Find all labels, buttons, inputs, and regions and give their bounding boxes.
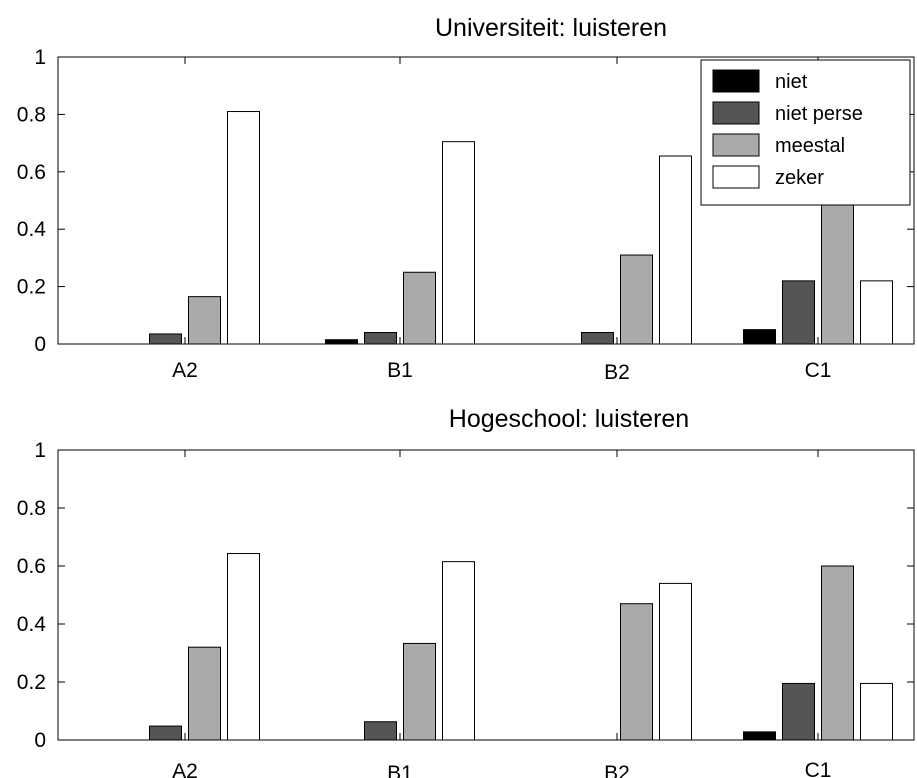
legend-swatch-niet-perse xyxy=(712,101,760,125)
bar-hogeschool-b1-zeker xyxy=(442,561,475,741)
bar-universiteit-b1-zeker xyxy=(442,141,475,345)
y-tick-label-hogeschool-1: 0.2 xyxy=(17,671,46,694)
y-axis-hogeschool: 0 0.2 0.4 0.6 0.8 1 xyxy=(17,439,914,752)
bar-universiteit-b2-meestal xyxy=(620,254,653,345)
x-axis-universiteit: A2 B1 B2 C1 xyxy=(172,57,831,384)
bar-universiteit-a2-niet-perse xyxy=(149,333,182,345)
bar-universiteit-b2-niet-perse xyxy=(581,332,614,345)
bar-hogeschool-a2-niet-perse xyxy=(149,725,182,741)
plot-frame-hogeschool xyxy=(57,449,915,741)
y-tick-label-universiteit-2: 0.4 xyxy=(17,218,47,241)
bar-universiteit-c1-niet xyxy=(743,329,776,345)
bar-universiteit-b1-niet-perse xyxy=(364,332,397,345)
bar-universiteit-b2-zeker xyxy=(659,155,692,345)
legend-label-niet-perse: niet perse xyxy=(775,103,863,125)
bar-universiteit-b1-niet xyxy=(325,339,358,345)
bar-hogeschool-a2-meestal xyxy=(188,646,221,741)
legend-swatch-niet xyxy=(712,69,760,93)
x-tick-label-universiteit-b1: B1 xyxy=(387,359,413,382)
chart-title-hogeschool: Hogeschool: luisteren xyxy=(449,405,689,433)
chart-title-universiteit: Universiteit: luisteren xyxy=(435,14,667,42)
y-tick-label-hogeschool-5: 1 xyxy=(34,439,46,462)
bar-hogeschool-b1-meestal xyxy=(403,642,436,741)
y-tick-label-hogeschool-0: 0 xyxy=(34,729,46,752)
x-tick-label-hogeschool-c1: C1 xyxy=(805,759,832,778)
y-tick-label-universiteit-1: 0.2 xyxy=(17,276,46,299)
legend-label-meestal: meestal xyxy=(775,135,845,157)
y-tick-label-universiteit-0: 0 xyxy=(34,333,46,356)
y-tick-label-hogeschool-2: 0.4 xyxy=(17,613,47,636)
bar-hogeschool-c1-meestal xyxy=(821,565,854,741)
bar-hogeschool-c1-zeker xyxy=(860,682,893,741)
bars-hogeschool xyxy=(149,553,893,741)
y-tick-label-hogeschool-4: 0.8 xyxy=(17,497,46,520)
bar-hogeschool-b2-meestal xyxy=(620,603,653,741)
bar-hogeschool-b1-niet-perse xyxy=(364,721,397,741)
bar-hogeschool-a2-zeker xyxy=(227,553,260,741)
legend-label-niet: niet xyxy=(775,71,808,93)
y-tick-label-universiteit-5: 1 xyxy=(34,46,46,69)
bar-universiteit-a2-zeker xyxy=(227,111,260,345)
bar-hogeschool-b2-zeker xyxy=(659,582,692,741)
bars-universiteit xyxy=(149,111,893,345)
bar-universiteit-c1-niet-perse xyxy=(782,280,815,345)
legend-swatch-zeker xyxy=(712,165,760,189)
y-axis-universiteit: 0 0.2 0.4 0.6 0.8 1 xyxy=(17,46,914,356)
x-axis-hogeschool: A2 B1 B2 C1 xyxy=(172,450,831,778)
bar-hogeschool-c1-niet xyxy=(743,731,776,741)
chart-universiteit: Universiteit: luisteren 0 0.2 0.4 0.6 0.8 1 A… xyxy=(17,14,915,384)
x-tick-label-universiteit-c1: C1 xyxy=(805,359,832,382)
bar-hogeschool-c1-niet-perse xyxy=(782,682,815,741)
y-tick-label-hogeschool-3: 0.6 xyxy=(17,555,46,578)
chart-hogeschool: Hogeschool: luisteren 0 0.2 0.4 0.6 0.8 1 A2 B… xyxy=(17,405,915,778)
plot-frame-universiteit xyxy=(57,56,915,345)
x-tick-label-universiteit-b2: B2 xyxy=(604,361,630,384)
bar-universiteit-c1-zeker xyxy=(860,280,893,345)
x-tick-label-universiteit-a2: A2 xyxy=(172,359,198,382)
bar-universiteit-a2-meestal xyxy=(188,296,221,345)
bar-universiteit-b1-meestal xyxy=(403,271,436,345)
y-tick-label-universiteit-3: 0.6 xyxy=(17,161,46,184)
legend-swatch-meestal xyxy=(712,133,760,157)
x-tick-label-hogeschool-b2: B2 xyxy=(604,762,630,778)
y-tick-label-universiteit-4: 0.8 xyxy=(17,103,46,126)
bar-universiteit-c1-meestal xyxy=(821,200,854,345)
x-tick-label-hogeschool-a2: A2 xyxy=(172,760,198,778)
legend-label-zeker: zeker xyxy=(775,167,824,189)
legend: niet niet perse meestal zeker xyxy=(700,59,911,206)
x-tick-label-hogeschool-b1: B1 xyxy=(387,762,413,778)
